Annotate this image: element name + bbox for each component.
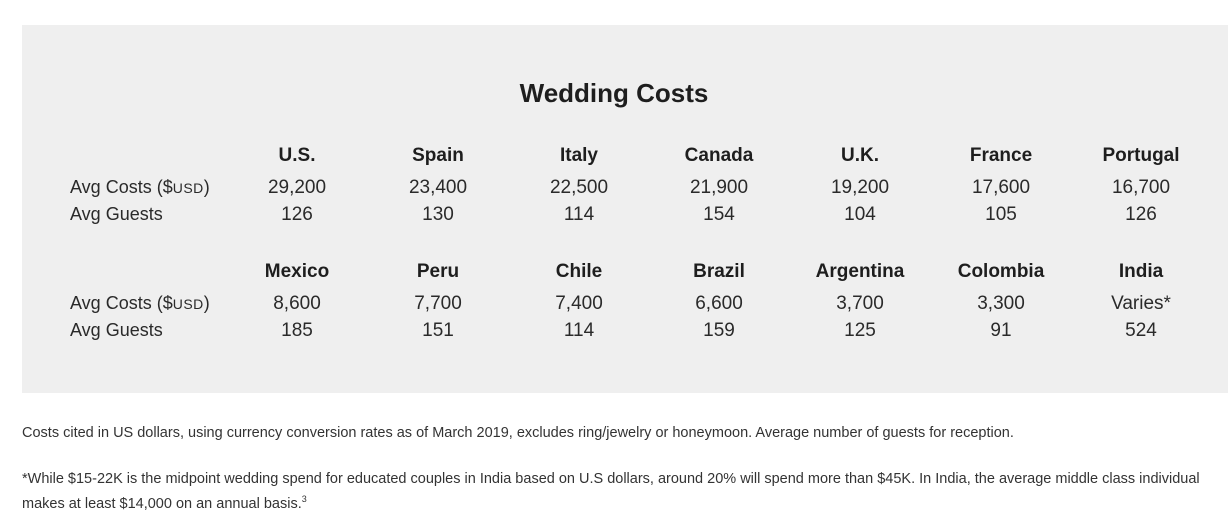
row-label-costs-suffix: ) <box>203 293 210 313</box>
avg-cost-value: 7,400 <box>555 293 603 314</box>
avg-cost-value: 3,700 <box>836 293 884 314</box>
country-header: Chile <box>555 261 603 282</box>
avg-cost-value: 6,600 <box>695 293 743 314</box>
row-label-costs-suffix: ) <box>203 177 210 197</box>
country-header: Spain <box>412 145 464 166</box>
row-label-costs-unit: USD <box>172 180 204 196</box>
country-header: Argentina <box>815 261 905 282</box>
avg-cost-value: 17,600 <box>971 177 1031 198</box>
avg-guests-value: 126 <box>1125 204 1157 225</box>
country-header: U.K. <box>841 145 879 166</box>
country-header: Canada <box>684 145 754 166</box>
avg-guests-value: 151 <box>422 320 454 341</box>
avg-guests-value: 154 <box>703 204 735 225</box>
table-panel <box>22 25 1228 393</box>
country-header: Mexico <box>264 261 330 282</box>
country-header: France <box>969 145 1033 166</box>
country-header: Brazil <box>693 261 745 282</box>
avg-cost-value: 19,200 <box>830 177 890 198</box>
avg-cost-value: 16,700 <box>1111 177 1171 198</box>
row-label-costs-prefix: Avg Costs ($ <box>70 293 173 313</box>
footnote-costs: Costs cited in US dollars, using currenc… <box>22 425 1014 441</box>
row-label-avg-guests: Avg Guests <box>70 320 163 340</box>
country-header: Colombia <box>957 261 1045 282</box>
avg-guests-value: 104 <box>844 204 876 225</box>
avg-cost-value: 23,400 <box>408 177 468 198</box>
avg-cost-value: 7,700 <box>414 293 462 314</box>
avg-cost-value: 8,600 <box>273 293 321 314</box>
avg-guests-value: 105 <box>985 204 1017 225</box>
avg-guests-value: 130 <box>422 204 454 225</box>
avg-cost-value: Varies* <box>1111 293 1171 314</box>
avg-guests-value: 114 <box>563 320 595 341</box>
country-header: Peru <box>416 261 460 282</box>
country-header: Portugal <box>1102 145 1180 166</box>
avg-cost-value: 22,500 <box>549 177 609 198</box>
avg-cost-value: 3,300 <box>977 293 1025 314</box>
footnote-india: *While $15-22K is the midpoint wedding s… <box>22 469 1212 514</box>
row-label-avg-costs: Avg Costs ($USD) <box>70 177 210 198</box>
avg-guests-value: 91 <box>990 320 1012 341</box>
row-label-costs-unit: USD <box>172 296 204 312</box>
avg-cost-value: 29,200 <box>267 177 327 198</box>
avg-guests-value: 125 <box>844 320 876 341</box>
avg-guests-value: 126 <box>281 204 313 225</box>
country-header: U.S. <box>278 145 316 166</box>
country-header: Italy <box>559 145 599 166</box>
footnote-reference: 3 <box>301 494 307 504</box>
row-label-avg-costs: Avg Costs ($USD) <box>70 293 210 314</box>
country-header: India <box>1118 261 1164 282</box>
row-label-avg-guests: Avg Guests <box>70 204 163 224</box>
row-label-costs-prefix: Avg Costs ($ <box>70 177 173 197</box>
avg-guests-value: 159 <box>703 320 735 341</box>
avg-guests-value: 114 <box>563 204 595 225</box>
avg-cost-value: 21,900 <box>689 177 749 198</box>
avg-guests-value: 524 <box>1125 320 1157 341</box>
avg-guests-value: 185 <box>281 320 313 341</box>
footnote-india-text: *While $15-22K is the midpoint wedding s… <box>22 471 1200 512</box>
chart-title: Wedding Costs <box>519 78 709 108</box>
